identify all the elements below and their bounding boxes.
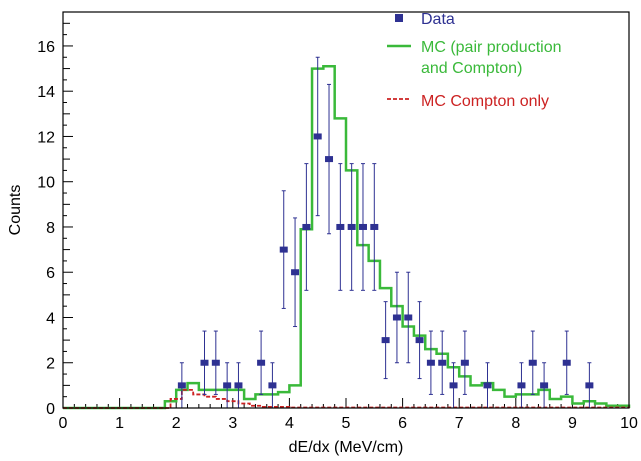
- data-marker: [336, 223, 345, 230]
- data-marker: [358, 223, 367, 230]
- y-tick-label: 12: [37, 129, 55, 146]
- y-tick-label: 4: [46, 310, 55, 327]
- data-point: [200, 330, 209, 395]
- data-marker: [483, 382, 492, 389]
- data-marker: [268, 382, 277, 389]
- data-point: [392, 271, 401, 364]
- data-marker: [381, 337, 390, 344]
- data-marker: [279, 246, 288, 253]
- x-tick-label: 9: [568, 415, 577, 432]
- data-point: [528, 330, 537, 395]
- legend-data-label: Data: [421, 11, 455, 28]
- data-point: [562, 330, 571, 395]
- legend-mc-compton-label: MC Compton only: [421, 93, 549, 110]
- data-marker: [540, 382, 549, 389]
- data-marker: [347, 223, 356, 230]
- y-tick-label: 8: [46, 220, 55, 237]
- data-marker: [392, 314, 401, 321]
- y-tick-label: 14: [37, 84, 55, 101]
- data-marker: [200, 359, 209, 366]
- data-marker: [302, 223, 311, 230]
- x-tick-label: 4: [285, 415, 294, 432]
- y-tick-label: 16: [37, 39, 55, 56]
- data-point: [268, 362, 277, 409]
- x-tick-label: 0: [59, 415, 68, 432]
- data-point: [370, 163, 379, 291]
- data-marker: [585, 382, 594, 389]
- legend-mc-total-label: MC (pair production: [421, 39, 562, 56]
- x-tick-label: 10: [620, 415, 638, 432]
- data-point: [438, 330, 447, 395]
- data-marker: [415, 337, 424, 344]
- data-marker: [426, 359, 435, 366]
- data-point: [404, 271, 413, 364]
- data-point: [336, 163, 345, 291]
- y-tick-label: 2: [46, 356, 55, 373]
- data-point: [415, 301, 424, 380]
- data-marker: [223, 382, 232, 389]
- x-tick-label: 1: [115, 415, 124, 432]
- y-tick-label: 0: [46, 401, 55, 418]
- data-point: [347, 163, 356, 291]
- data-marker: [528, 359, 537, 366]
- data-point: [483, 362, 492, 409]
- y-axis-label: Counts: [7, 185, 24, 236]
- x-tick-label: 7: [455, 415, 464, 432]
- data-point: [426, 330, 435, 395]
- legend-data-marker: [395, 14, 403, 22]
- data-point: [449, 362, 458, 409]
- data-marker: [177, 382, 186, 389]
- data-marker: [257, 359, 266, 366]
- x-tick-label: 5: [342, 415, 351, 432]
- data-point: [381, 301, 390, 380]
- mc-total-histogram: [63, 65, 631, 410]
- data-marker: [313, 133, 322, 140]
- y-tick-label: 6: [46, 265, 55, 282]
- plot-area: [63, 56, 631, 410]
- data-point: [313, 56, 322, 217]
- x-tick-label: 2: [172, 415, 181, 432]
- y-tick-label: 10: [37, 175, 55, 192]
- data-marker: [234, 382, 243, 389]
- data-point: [325, 83, 334, 235]
- data-point: [257, 330, 266, 395]
- data-marker: [438, 359, 447, 366]
- data-point: [460, 330, 469, 395]
- legend-mc-total-label: and Compton): [421, 60, 522, 77]
- plot-frame: [62, 11, 630, 409]
- data-point: [177, 362, 186, 409]
- x-axis-ticks: 0 1 2 3 4 5 6 7 8 9 10: [59, 398, 638, 432]
- data-marker: [211, 359, 220, 366]
- data-point: [279, 190, 288, 309]
- data-marker: [460, 359, 469, 366]
- data-marker: [291, 269, 300, 276]
- data-point: [540, 362, 549, 409]
- data-marker: [517, 382, 526, 389]
- legend: Data MC (pair production and Compton) MC Co…: [387, 11, 562, 110]
- data-marker: [449, 382, 458, 389]
- data-point: [358, 163, 367, 291]
- data-point: [302, 163, 311, 291]
- data-point: [291, 217, 300, 328]
- x-tick-label: 6: [398, 415, 407, 432]
- x-tick-label: 3: [228, 415, 237, 432]
- data-point: [211, 330, 220, 395]
- data-point: [223, 362, 232, 409]
- data-marker: [562, 359, 571, 366]
- data-marker: [370, 223, 379, 230]
- data-point: [517, 362, 526, 409]
- x-axis-label: dE/dx (MeV/cm): [289, 439, 404, 456]
- data-marker: [404, 314, 413, 321]
- x-tick-label: 8: [511, 415, 520, 432]
- y-axis-ticks: 0 2 4 6 8 10 12 14 16: [37, 11, 73, 418]
- data-point: [234, 362, 243, 409]
- data-marker: [325, 156, 334, 163]
